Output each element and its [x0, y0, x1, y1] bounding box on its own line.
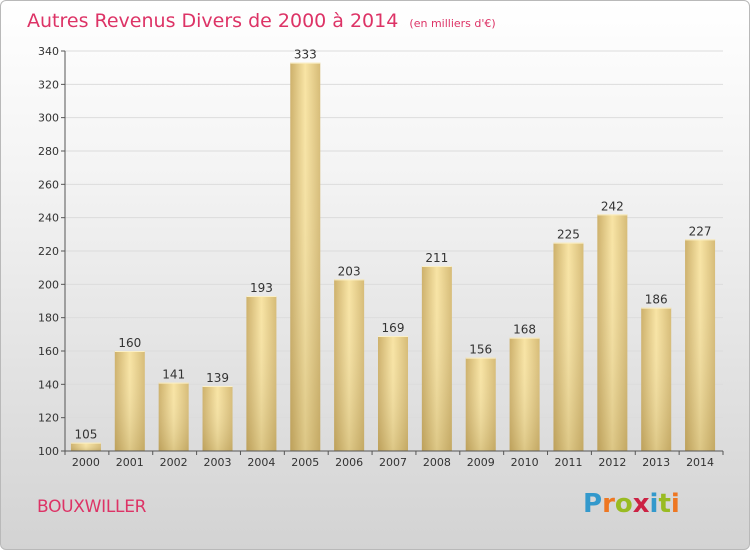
- x-tick-label: 2000: [72, 456, 100, 469]
- bar-shade: [290, 62, 321, 452]
- bar-shade: [641, 307, 672, 451]
- y-tick-label: 140: [38, 378, 59, 391]
- y-tick-label: 200: [38, 278, 59, 291]
- bar-shade: [70, 442, 101, 451]
- bar-layer: 105 160 141 139 193 333 203 169 211 156 168 225 242 1…: [70, 48, 716, 452]
- bar-value-label: 333: [294, 48, 317, 62]
- x-tick-label: 2007: [379, 456, 407, 469]
- bar-value-label: 227: [689, 224, 712, 238]
- x-tick-label: 2008: [423, 456, 451, 469]
- x-tick-label: 2014: [686, 456, 714, 469]
- x-tick-label: 2002: [160, 456, 188, 469]
- logo-letter: P: [583, 489, 603, 519]
- bar-shade: [378, 336, 408, 451]
- bar-shade: [158, 382, 189, 451]
- y-tick-label: 180: [38, 312, 59, 325]
- axis-layer: 100 120 140 160 180 200 220 240 260 280 300 320 340 2…: [38, 45, 724, 469]
- x-tick-label: 2012: [598, 456, 626, 469]
- bar-value-label: 211: [425, 251, 448, 265]
- x-tick-label: 2006: [335, 456, 363, 469]
- bar-shade: [597, 214, 628, 451]
- x-tick-label: 2005: [291, 456, 319, 469]
- y-tick-label: 220: [38, 245, 59, 258]
- city-name: BOUXWILLER: [37, 497, 147, 517]
- bar-shade: [465, 357, 496, 451]
- bar-shade: [553, 242, 584, 451]
- bar-value-label: 139: [206, 371, 229, 385]
- logo-letter: i: [649, 489, 659, 519]
- y-tick-label: 300: [38, 112, 59, 125]
- y-tick-label: 100: [38, 445, 59, 458]
- bar-shade: [114, 351, 145, 451]
- logo-letter: x: [632, 489, 650, 519]
- y-tick-label: 260: [38, 178, 59, 191]
- logo-letter: i: [670, 489, 680, 519]
- bar-value-label: 186: [645, 293, 668, 307]
- bar-shade: [246, 296, 277, 451]
- chart-subtitle: (en milliers d'€): [409, 17, 496, 30]
- y-tick-label: 320: [38, 78, 59, 91]
- bar-shade: [334, 279, 365, 451]
- bar-value-label: 225: [557, 228, 580, 242]
- bar-value-label: 141: [162, 368, 185, 382]
- chart-title: Autres Revenus Divers de 2000 à 2014: [27, 10, 399, 32]
- y-tick-label: 120: [38, 412, 59, 425]
- x-tick-label: 2004: [247, 456, 275, 469]
- bar-value-label: 105: [74, 428, 97, 442]
- y-tick-label: 280: [38, 145, 59, 158]
- bar-shade: [421, 266, 452, 451]
- bar-shade: [202, 386, 233, 451]
- y-tick-label: 340: [38, 45, 59, 58]
- x-tick-label: 2011: [554, 456, 582, 469]
- logo-letter: r: [602, 489, 615, 519]
- bar-value-label: 169: [382, 321, 405, 335]
- chart-title-block: Autres Revenus Divers de 2000 à 2014 (en…: [27, 10, 496, 32]
- bar-value-label: 168: [513, 323, 536, 337]
- x-tick-label: 2001: [116, 456, 144, 469]
- x-tick-label: 2013: [642, 456, 670, 469]
- x-tick-label: 2010: [511, 456, 539, 469]
- bar-value-label: 242: [601, 199, 624, 213]
- logo-letter: t: [658, 489, 671, 519]
- x-tick-label: 2009: [467, 456, 495, 469]
- y-tick-label: 240: [38, 212, 59, 225]
- bar-value-label: 193: [250, 281, 273, 295]
- bar-shade: [685, 239, 716, 451]
- logo-letter: o: [614, 489, 633, 519]
- y-tick-label: 160: [38, 345, 59, 358]
- bar-value-label: 160: [118, 336, 141, 350]
- x-tick-label: 2003: [204, 456, 232, 469]
- bar-value-label: 203: [338, 264, 361, 278]
- proxiti-logo: Proxiti: [583, 489, 680, 519]
- bar-shade: [509, 337, 540, 451]
- bar-value-label: 156: [469, 343, 492, 357]
